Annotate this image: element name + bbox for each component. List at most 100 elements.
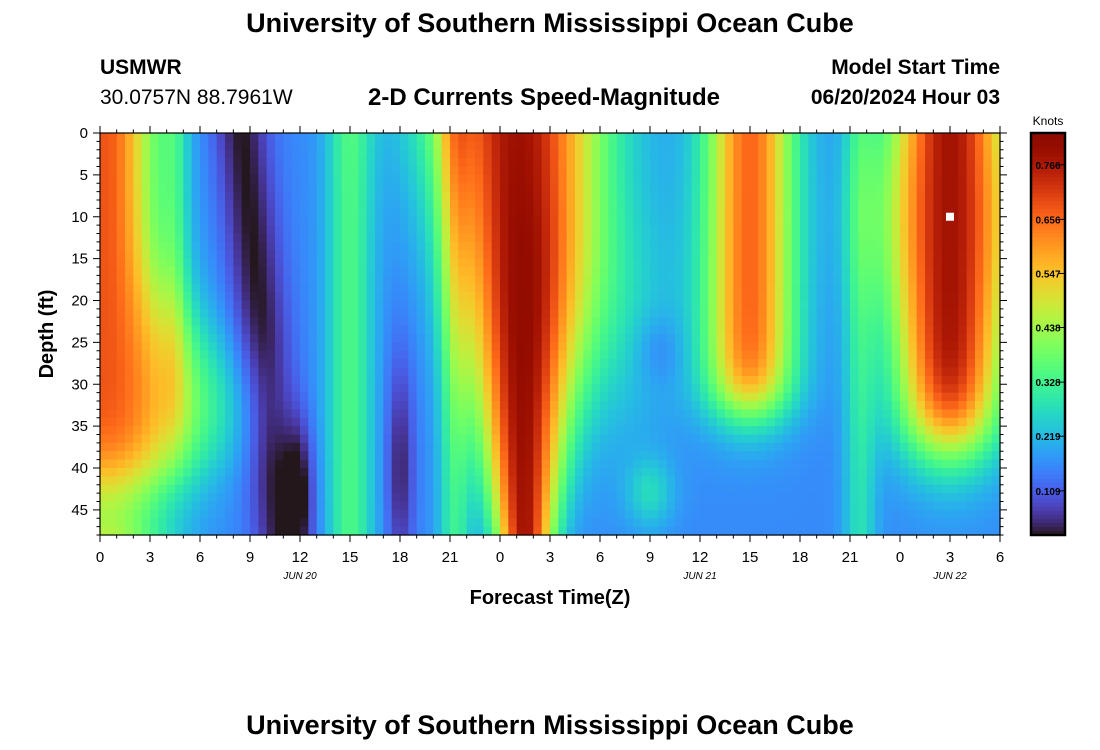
heatmap-cell: [341, 392, 351, 402]
heatmap-cell: [483, 183, 493, 193]
heatmap-cell: [466, 442, 476, 452]
heatmap-cell: [108, 258, 118, 268]
heatmap-cell: [741, 334, 751, 343]
heatmap-cell: [741, 409, 751, 419]
heatmap-cell: [550, 401, 559, 410]
heatmap-cell: [883, 468, 893, 477]
heatmap-cell: [733, 367, 743, 377]
heatmap-cell: [416, 484, 426, 494]
heatmap-cell: [233, 325, 243, 335]
heatmap-cell: [733, 292, 743, 302]
heatmap-cell: [275, 216, 284, 226]
heatmap-cell: [200, 258, 209, 268]
heatmap-cell: [300, 292, 309, 302]
heatmap-cell: [891, 233, 901, 243]
heatmap-cell: [200, 200, 209, 209]
heatmap-cell: [925, 501, 934, 511]
heatmap-cell: [100, 208, 109, 218]
heatmap-cell: [716, 250, 726, 260]
heatmap-cell: [525, 426, 534, 436]
heatmap-cell: [108, 191, 118, 201]
heatmap-cell: [491, 292, 501, 302]
heatmap-cell: [158, 426, 168, 436]
heatmap-cell: [208, 459, 218, 469]
heatmap-cell: [241, 141, 251, 151]
heatmap-cell: [166, 426, 176, 436]
heatmap-cell: [175, 342, 184, 352]
heatmap-cell: [325, 200, 334, 209]
heatmap-cell: [250, 250, 259, 260]
heatmap-cell: [116, 166, 126, 176]
heatmap-cell: [333, 166, 343, 176]
heatmap-cell: [358, 468, 368, 477]
heatmap-cell: [450, 459, 459, 469]
heatmap-cell: [258, 384, 268, 394]
heatmap-cell: [291, 133, 301, 142]
heatmap-cell: [575, 342, 584, 352]
heatmap-cell: [875, 183, 884, 193]
heatmap-cell: [575, 451, 584, 461]
heatmap-cell: [958, 342, 968, 352]
heatmap-cell: [641, 526, 651, 536]
heatmap-cell: [716, 174, 726, 184]
heatmap-cell: [950, 275, 959, 285]
heatmap-cell: [608, 509, 618, 519]
heatmap-cell: [341, 409, 351, 419]
heatmap-cell: [450, 300, 459, 310]
heatmap-cell: [491, 392, 501, 402]
heatmap-cell: [425, 359, 434, 369]
heatmap-cell: [458, 233, 468, 243]
heatmap-cell: [766, 191, 776, 201]
heatmap-cell: [416, 283, 426, 293]
heatmap-cell: [875, 359, 884, 369]
heatmap-cell: [391, 317, 401, 327]
heatmap-cell: [266, 283, 276, 293]
heatmap-cell: [358, 216, 368, 226]
heatmap-cell: [150, 518, 159, 528]
heatmap-cell: [333, 476, 343, 486]
heatmap-cell: [750, 292, 759, 302]
heatmap-cell: [275, 493, 284, 503]
heatmap-cell: [166, 518, 176, 528]
heatmap-cell: [750, 267, 759, 276]
heatmap-cell: [275, 334, 284, 343]
heatmap-cell: [100, 258, 109, 268]
heatmap-cell: [608, 468, 618, 477]
heatmap-cell: [591, 133, 601, 142]
heatmap-cell: [908, 241, 918, 251]
heatmap-cell: [625, 133, 634, 142]
heatmap-cell: [633, 434, 643, 444]
heatmap-cell: [300, 158, 309, 168]
heatmap-cell: [125, 133, 134, 142]
heatmap-cell: [150, 334, 159, 343]
heatmap-cell: [275, 459, 284, 469]
heatmap-cell: [475, 133, 484, 142]
heatmap-cell: [425, 509, 434, 519]
heatmap-cell: [200, 283, 209, 293]
heatmap-cell: [883, 334, 893, 343]
heatmap-cell: [216, 526, 226, 536]
heatmap-cell: [225, 451, 234, 461]
heatmap-cell: [708, 216, 718, 226]
heatmap-cell: [391, 267, 401, 276]
heatmap-cell: [466, 434, 476, 444]
heatmap-cell: [583, 375, 593, 385]
heatmap-cell: [183, 442, 193, 452]
heatmap-cell: [308, 283, 318, 293]
heatmap-cell: [625, 434, 634, 444]
heatmap-cell: [558, 292, 568, 302]
heatmap-cell: [500, 258, 509, 268]
heatmap-cell: [216, 401, 226, 410]
heatmap-cell: [241, 292, 251, 302]
heatmap-cell: [375, 476, 384, 486]
heatmap-cell: [308, 468, 318, 477]
heatmap-cell: [708, 493, 718, 503]
heatmap-cell: [875, 133, 884, 142]
heatmap-cell: [541, 359, 551, 369]
heatmap-cell: [575, 200, 584, 209]
heatmap-cell: [200, 267, 209, 276]
heatmap-cell: [466, 493, 476, 503]
heatmap-cell: [183, 133, 193, 142]
heatmap-cell: [466, 133, 476, 142]
heatmap-cell: [558, 166, 568, 176]
